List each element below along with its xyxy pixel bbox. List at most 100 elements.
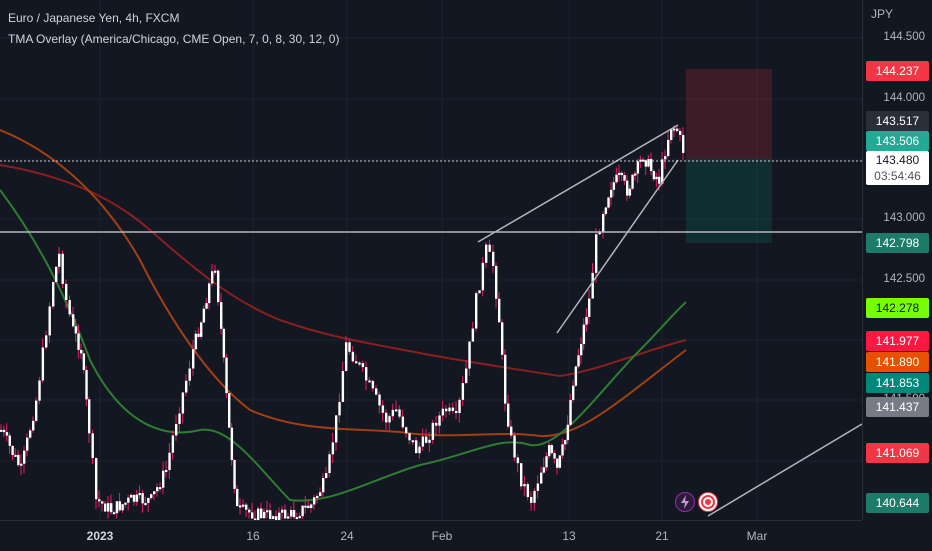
candle-body (530, 496, 533, 503)
candle-body (431, 422, 435, 440)
candle-body (564, 440, 567, 445)
candle-body (561, 444, 564, 456)
indicator-legend[interactable]: TMA Overlay (America/Chicago, CME Open, … (8, 32, 340, 46)
time-axis-label: Feb (431, 529, 453, 543)
time-axis-label: 24 (340, 529, 354, 543)
candle-body (301, 505, 304, 517)
candle-body (23, 450, 26, 464)
candle-body (138, 493, 141, 496)
candle-body (658, 176, 661, 184)
candle-body (298, 516, 301, 519)
time-axis-label: 2023 (86, 529, 114, 543)
price-tag: 140.644 (866, 493, 929, 513)
candle-body (127, 497, 130, 503)
candle-body (411, 440, 415, 443)
candle-body (104, 503, 107, 512)
candle-body (381, 405, 385, 413)
candle-body (171, 435, 175, 453)
candle-body (130, 494, 133, 498)
candle-body (290, 509, 293, 517)
candle-body (513, 435, 516, 458)
candle-body (214, 270, 217, 273)
candle-body (628, 188, 632, 196)
projection-trendline (707, 423, 863, 517)
symbol-legend[interactable]: Euro / Japanese Yen, 4h, FXCM (8, 11, 180, 25)
candle-body (175, 424, 178, 436)
candle-body (48, 306, 51, 336)
candle-body (650, 158, 653, 172)
candle-body (526, 484, 530, 497)
candle-body (220, 302, 223, 329)
wedge-upper-trendline (477, 124, 679, 243)
candle-body (602, 214, 605, 232)
candle-body (52, 282, 55, 307)
price-axis-label: 142.500 (883, 273, 925, 285)
candle-body (85, 370, 88, 400)
price-chart[interactable] (0, 0, 863, 522)
candle-body (679, 130, 682, 135)
candle-body (197, 333, 200, 337)
candle-body (481, 262, 485, 291)
price-axis[interactable]: JPY 144.500 144.000 143.000 142.500 141.… (862, 0, 932, 520)
candle-body (192, 349, 195, 369)
candle-body (451, 407, 455, 411)
candle-body (135, 494, 139, 502)
price-tag: 141.853 (866, 373, 929, 393)
candle-body (248, 509, 251, 513)
candle-body (607, 197, 610, 208)
candle-body (338, 401, 341, 416)
candle-body (361, 363, 365, 368)
candle-body (623, 175, 626, 181)
candle-body (652, 171, 656, 180)
candle-body (421, 436, 425, 447)
candle-body (208, 283, 211, 304)
candle-body (156, 487, 159, 492)
candle-body (292, 509, 296, 518)
candle-body (251, 512, 254, 519)
candle-body (11, 445, 14, 456)
current-price-box: 143.480 03:54:46 (866, 151, 929, 185)
candlestick-series (0, 125, 685, 522)
candle-body (310, 504, 313, 509)
candle-body (385, 412, 388, 423)
candle-body (391, 409, 395, 417)
time-axis[interactable]: 2023 16 24 Feb 13 21 Mar (0, 520, 862, 551)
candle-body (225, 357, 228, 394)
candle-body (574, 366, 578, 386)
candle-body (520, 463, 523, 487)
record-icon[interactable] (698, 492, 718, 512)
lightning-icon[interactable] (675, 492, 695, 512)
candle-body (168, 452, 171, 470)
candle-body (245, 504, 248, 510)
candle-body (591, 272, 594, 299)
candle-body (141, 493, 144, 504)
candle-body (322, 478, 325, 493)
candle-body (428, 439, 431, 443)
chart-area[interactable]: Euro / Japanese Yen, 4h, FXCM TMA Overla… (0, 0, 863, 522)
candle-body (655, 176, 658, 180)
candle-body (504, 354, 507, 404)
candle-body (316, 495, 319, 498)
candle-body (236, 488, 239, 507)
candle-body (510, 426, 513, 436)
candle-body (200, 322, 203, 337)
candle-body (144, 503, 147, 506)
candle-body (91, 433, 94, 459)
candle-body (239, 505, 242, 508)
candle-body (278, 512, 281, 522)
candle-body (222, 328, 226, 358)
candle-body (475, 293, 478, 329)
candle-body (284, 509, 287, 519)
candle-body (233, 460, 236, 489)
time-axis-label: 21 (655, 529, 669, 543)
candle-body (598, 231, 601, 235)
candle-body (533, 490, 536, 503)
candle-body (20, 463, 23, 466)
candle-body (110, 503, 113, 513)
candle-body (468, 341, 471, 369)
candle-body (408, 433, 411, 441)
candle-body (341, 370, 345, 402)
candle-body (405, 427, 408, 434)
candle-body (661, 159, 664, 184)
candle-body (98, 499, 101, 502)
